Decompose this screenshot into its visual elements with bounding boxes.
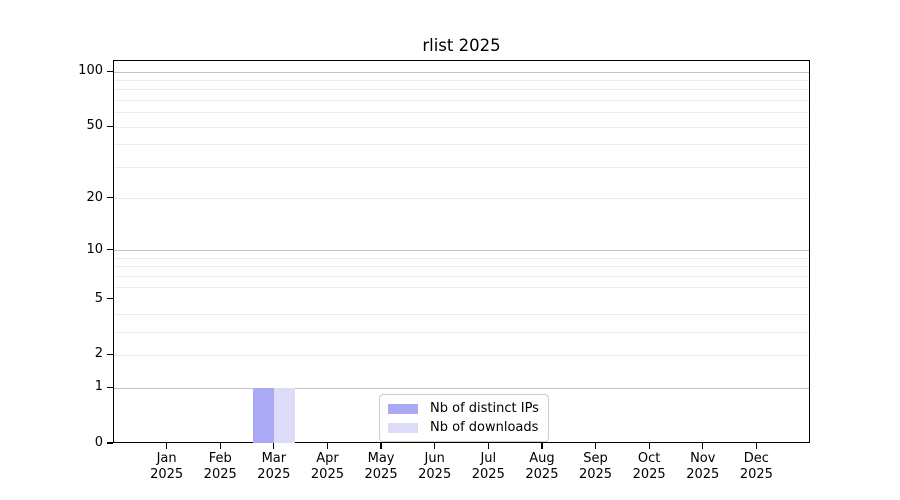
- x-tick-month: Mar: [261, 451, 287, 466]
- x-tick-label-may: May 2025: [351, 451, 411, 482]
- x-tick-label-apr: Apr 2025: [297, 451, 357, 482]
- x-tick-mark: [594, 443, 597, 449]
- minor-gridline: [114, 331, 809, 333]
- x-tick-year: 2025: [471, 466, 505, 482]
- y-tick-label: 5: [94, 290, 103, 306]
- x-tick-mark: [487, 443, 489, 449]
- y-tick-mark: [107, 70, 113, 72]
- x-tick-mark: [541, 443, 543, 449]
- x-tick-label-dec: Dec 2025: [726, 451, 786, 482]
- minor-gridline: [114, 257, 809, 259]
- x-tick-month: Nov: [690, 451, 716, 466]
- bar-mar-downloads: [273, 388, 295, 443]
- x-tick-label-sep: Sep 2025: [566, 451, 626, 482]
- x-tick-mark: [219, 443, 221, 449]
- x-tick-year: 2025: [257, 466, 291, 482]
- y-tick-mark: [107, 249, 113, 251]
- minor-gridline: [114, 80, 809, 82]
- y-tick-label: 50: [86, 118, 103, 134]
- x-tick-mark: [326, 443, 329, 449]
- x-tick-year: 2025: [418, 466, 452, 482]
- x-tick-month: Jul: [480, 451, 497, 466]
- x-tick-month: Apr: [316, 451, 339, 466]
- minor-gridline: [114, 198, 809, 200]
- decade-gridline: [114, 71, 809, 73]
- x-tick-mark: [273, 443, 275, 449]
- x-tick-mark: [755, 443, 758, 449]
- x-tick-label-aug: Aug 2025: [512, 451, 572, 482]
- y-tick-label: 100: [78, 63, 103, 79]
- x-tick-label-feb: Feb 2025: [190, 451, 250, 482]
- legend-swatch-icon: [388, 422, 418, 433]
- x-tick-label-nov: Nov 2025: [673, 451, 733, 482]
- x-tick-mark: [165, 443, 168, 449]
- minor-gridline: [114, 313, 809, 315]
- y-tick-label: 20: [86, 189, 103, 205]
- x-tick-year: 2025: [686, 466, 720, 482]
- x-tick-year: 2025: [632, 466, 666, 482]
- legend-entry: Nb of distinct IPs: [388, 401, 539, 416]
- y-tick-mark: [107, 197, 113, 199]
- minor-gridline: [114, 266, 809, 268]
- x-tick-year: 2025: [578, 466, 613, 482]
- x-tick-month: May: [367, 451, 395, 466]
- x-tick-year: 2025: [150, 466, 184, 482]
- minor-gridline: [114, 126, 809, 128]
- y-tick-mark: [107, 442, 113, 444]
- legend: Nb of distinct IPs Nb of downloads: [379, 394, 549, 442]
- minor-gridline: [114, 144, 809, 146]
- x-tick-month: Feb: [208, 451, 232, 466]
- legend-label: Nb of distinct IPs: [430, 401, 539, 416]
- x-tick-month: Jan: [156, 451, 177, 466]
- x-tick-month: Oct: [637, 451, 661, 466]
- y-tick-mark: [107, 297, 113, 300]
- decade-gridline: [114, 250, 809, 252]
- x-tick-label-jul: Jul 2025: [458, 451, 518, 482]
- minor-gridline: [114, 166, 809, 168]
- x-tick-year: 2025: [310, 466, 344, 482]
- minor-gridline: [114, 112, 809, 114]
- x-tick-year: 2025: [739, 466, 773, 482]
- bar-mar-distinct-ips: [252, 388, 274, 443]
- x-tick-mark: [380, 443, 382, 449]
- y-tick-mark: [107, 386, 113, 388]
- chart-title: rlist 2025: [422, 36, 501, 55]
- x-tick-month: Dec: [743, 451, 769, 466]
- x-tick-mark: [434, 443, 436, 449]
- minor-gridline: [114, 275, 809, 277]
- x-tick-year: 2025: [525, 466, 559, 482]
- legend-entry: Nb of downloads: [388, 420, 539, 435]
- x-tick-label-jun: Jun 2025: [405, 451, 465, 482]
- x-tick-mark: [648, 443, 650, 449]
- minor-gridline: [114, 100, 809, 102]
- x-tick-label-mar: Mar 2025: [244, 451, 304, 482]
- x-tick-year: 2025: [203, 466, 237, 482]
- x-tick-year: 2025: [364, 466, 398, 482]
- minor-gridline: [114, 89, 809, 91]
- minor-gridline: [114, 286, 809, 288]
- x-tick-label-jan: Jan 2025: [137, 451, 197, 482]
- x-tick-month: Aug: [529, 451, 555, 466]
- y-tick-label: 1: [94, 379, 103, 395]
- minor-gridline: [114, 354, 809, 356]
- y-tick-mark: [107, 125, 113, 127]
- legend-label: Nb of downloads: [430, 420, 539, 435]
- x-tick-month: Jun: [424, 451, 445, 466]
- y-tick-label: 0: [94, 435, 103, 450]
- y-tick-label: 10: [86, 241, 103, 257]
- plot-area: Nb of distinct IPs Nb of downloads: [113, 60, 810, 443]
- y-tick-mark: [107, 353, 113, 356]
- y-tick-label: 2: [94, 346, 103, 362]
- legend-swatch-icon: [388, 403, 418, 414]
- x-tick-month: Sep: [583, 451, 608, 466]
- x-tick-label-oct: Oct 2025: [619, 451, 679, 482]
- x-tick-mark: [702, 443, 704, 449]
- decade-gridline: [114, 387, 809, 389]
